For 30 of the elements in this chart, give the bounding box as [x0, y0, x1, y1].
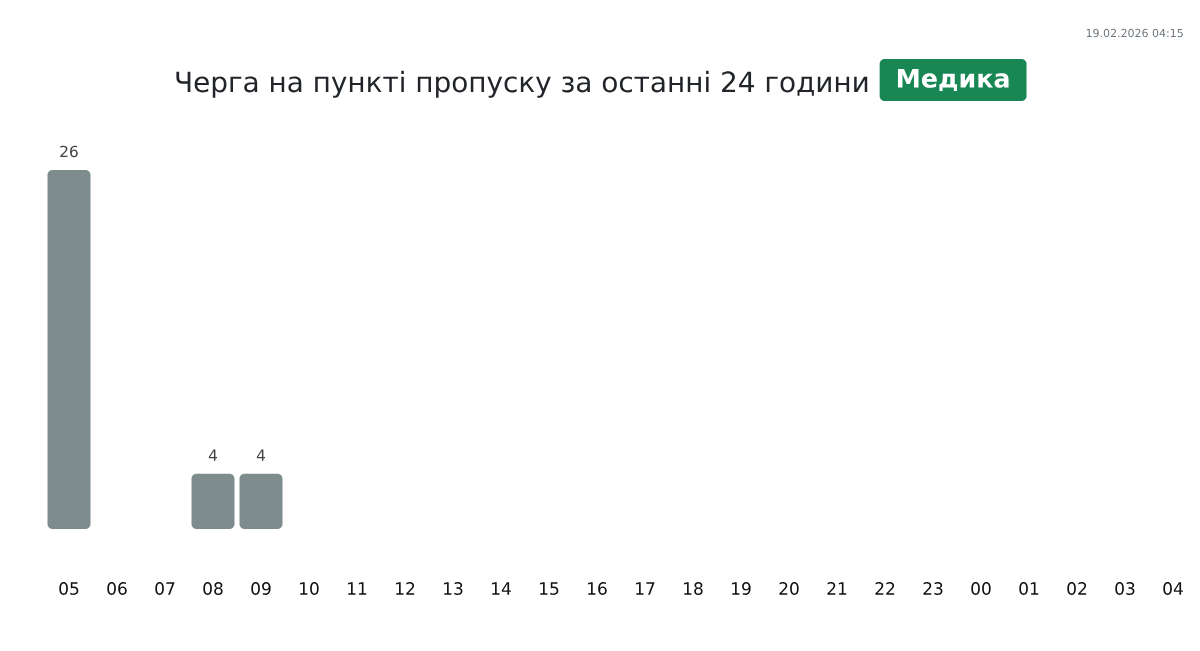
- x-tick-label: 17: [636, 582, 655, 595]
- x-tick-label: 14: [492, 582, 511, 595]
- x-tick-label: 10: [300, 582, 319, 595]
- x-tick-label: 08: [203, 582, 223, 595]
- x-tick-label: 20: [779, 582, 799, 595]
- x-tick-label: 21: [827, 582, 847, 595]
- x-tick-label: 00: [971, 582, 991, 595]
- x-tick-label: 15: [540, 582, 559, 595]
- x-tick-label: 12: [396, 582, 415, 595]
- data-label: 4: [256, 449, 266, 461]
- x-tick-label: 19: [732, 582, 751, 595]
- text: 19.02.2026 04:15: [1086, 28, 1183, 38]
- x-tick-label: 02: [1067, 582, 1087, 595]
- chart-subtitle: Медика: [897, 69, 1009, 91]
- x-tick-label: 23: [923, 582, 943, 595]
- x-tick-label: 04: [1163, 582, 1183, 595]
- x-tick-label: 09: [251, 582, 271, 595]
- x-tick-label: 05: [59, 582, 79, 595]
- x-tick-label: 13: [444, 582, 463, 595]
- x-tick-label: 11: [348, 582, 367, 595]
- x-tick-label: 18: [684, 582, 703, 595]
- x-tick-label: 07: [155, 582, 175, 595]
- x-tick-label: 16: [588, 582, 607, 595]
- data-label: 4: [208, 449, 218, 461]
- x-tick-label: 06: [107, 582, 127, 595]
- chart-title: Черга на пункті пропуску за останні 24 години: [176, 70, 868, 98]
- x-tick-label: 03: [1115, 582, 1135, 595]
- data-label: 26: [60, 145, 78, 158]
- x-tick-label: 22: [875, 582, 895, 595]
- x-tick-label: 01: [1019, 582, 1039, 595]
